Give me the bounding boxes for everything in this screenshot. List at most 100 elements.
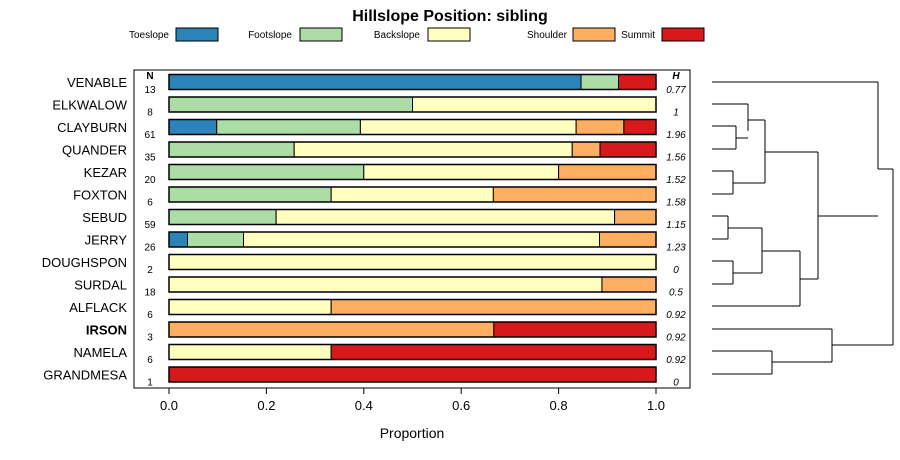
- bar-doughspon-backslope: [168, 254, 657, 270]
- bar-outline-jerry: [168, 231, 657, 248]
- bar-elkwalow-backslope: [412, 96, 657, 113]
- row-h-venable: 0.77: [666, 85, 686, 96]
- row-irson: IRSON 3 0.92: [86, 321, 686, 344]
- bar-clayburn-shoulder: [575, 119, 625, 135]
- legend-label-shoulder: Shoulder: [527, 30, 568, 41]
- bar-outline-kezar: [168, 163, 657, 181]
- row-foxton: FOXTON 6 1.58: [73, 186, 686, 209]
- row-h-doughspon: 0: [673, 265, 679, 276]
- n-column-header: N: [146, 71, 153, 82]
- bar-elkwalow-footslope: [168, 96, 413, 113]
- row-n-jerry: 26: [144, 243, 156, 254]
- bar-outline-grandmesa: [168, 366, 657, 383]
- bar-outline-alflack: [168, 298, 657, 316]
- bar-grandmesa-summit: [168, 366, 657, 383]
- bar-surdal-shoulder: [601, 276, 657, 293]
- bar-venable-footslope: [580, 74, 620, 90]
- row-surdal: SURDAL 18 0.5: [74, 276, 683, 299]
- bar-quander-footslope: [168, 141, 295, 158]
- x-axis-label: Proportion: [380, 425, 445, 441]
- row-n-surdal: 18: [144, 288, 156, 299]
- row-clayburn: CLAYBURN 61 1.96: [57, 118, 686, 141]
- row-n-namela: 6: [147, 355, 153, 366]
- bar-jerry-toeslope: [168, 231, 189, 248]
- x-tick-label: 0.2: [257, 398, 275, 413]
- row-n-elkwalow: 8: [147, 108, 153, 119]
- row-elkwalow: ELKWALOW 8 1: [52, 96, 679, 119]
- row-label-grandmesa: GRANDMESA: [43, 368, 127, 383]
- bar-outline-foxton: [168, 186, 657, 203]
- h-column-header: H: [672, 71, 680, 82]
- bar-clayburn-footslope: [216, 119, 361, 135]
- row-label-jerry: JERRY: [85, 233, 128, 248]
- row-venable: VENABLE 13 0.77: [67, 73, 686, 96]
- bar-quander-shoulder: [571, 141, 601, 158]
- row-n-doughspon: 2: [147, 265, 153, 276]
- row-h-elkwalow: 1: [673, 108, 679, 119]
- bar-outline-surdal: [168, 276, 657, 293]
- bar-outline-clayburn: [168, 118, 657, 136]
- bar-venable-summit: [618, 74, 657, 90]
- bar-irson-shoulder: [168, 321, 495, 338]
- bar-sebud-backslope: [275, 209, 616, 225]
- row-n-alflack: 6: [147, 310, 153, 321]
- row-h-jerry: 1.23: [666, 243, 686, 254]
- legend-swatch-toeslope: [175, 27, 219, 42]
- row-h-clayburn: 1.96: [666, 130, 686, 141]
- legend-swatch-backslope: [427, 27, 471, 42]
- row-h-namela: 0.92: [666, 355, 686, 366]
- bar-outline-quander: [168, 141, 657, 158]
- row-alflack: ALFLACK 6 0.92: [69, 298, 686, 321]
- bar-foxton-backslope: [330, 186, 494, 203]
- bar-outline-sebud: [168, 208, 657, 226]
- row-label-irson: IRSON: [86, 323, 127, 338]
- row-h-quander: 1.56: [666, 153, 686, 164]
- bar-kezar-footslope: [168, 164, 365, 180]
- row-doughspon: DOUGHSPON 2 0: [42, 253, 679, 276]
- row-label-foxton: FOXTON: [73, 188, 127, 203]
- row-label-namela: NAMELA: [74, 345, 128, 360]
- legend-label-footslope: Footslope: [248, 30, 292, 41]
- bar-venable-toeslope: [168, 74, 582, 90]
- bar-outline-irson: [168, 321, 657, 338]
- chart-title: Hillslope Position: sibling: [352, 8, 548, 25]
- x-axis: 0.0 0.2 0.4 0.6 0.8 1.0: [160, 388, 665, 413]
- row-n-venable: 13: [144, 85, 156, 96]
- row-quander: QUANDER 35 1.56: [62, 141, 686, 164]
- legend-label-backslope: Backslope: [374, 30, 421, 41]
- row-grandmesa: GRANDMESA 1 0: [43, 366, 679, 389]
- row-label-venable: VENABLE: [67, 75, 127, 90]
- bar-alflack-shoulder: [330, 299, 657, 315]
- row-n-irson: 3: [147, 333, 153, 344]
- row-h-grandmesa: 0: [673, 378, 679, 389]
- bar-jerry-backslope: [243, 231, 601, 248]
- bar-surdal-backslope: [168, 276, 603, 293]
- x-tick-label: 0.8: [550, 398, 568, 413]
- bar-outline-doughspon: [168, 253, 657, 271]
- legend: Toeslope Footslope Backslope Shoulder Summit: [129, 27, 705, 42]
- x-tick-label: 1.0: [647, 398, 665, 413]
- legend-swatch-footslope: [299, 27, 343, 42]
- row-sebud: SEBUD 59 1.15: [82, 208, 686, 231]
- row-kezar: KEZAR 20 1.52: [84, 163, 686, 186]
- bar-irson-summit: [493, 321, 657, 338]
- row-label-clayburn: CLAYBURN: [57, 120, 127, 135]
- bar-kezar-shoulder: [558, 164, 657, 180]
- bar-jerry-footslope: [187, 231, 245, 248]
- row-h-kezar: 1.52: [666, 175, 686, 186]
- bar-namela-summit: [330, 344, 657, 360]
- bar-outline-elkwalow: [168, 96, 657, 113]
- legend-label-summit: Summit: [621, 30, 655, 41]
- bar-quander-summit: [599, 141, 657, 158]
- dendrogram: [712, 81, 894, 375]
- row-n-sebud: 59: [144, 220, 156, 231]
- bar-namela-backslope: [168, 344, 332, 360]
- legend-swatch-summit: [661, 27, 705, 42]
- row-h-foxton: 1.58: [666, 198, 686, 209]
- row-h-irson: 0.92: [666, 333, 686, 344]
- bar-clayburn-summit: [623, 119, 657, 135]
- bar-foxton-footslope: [168, 186, 332, 203]
- row-n-clayburn: 61: [144, 130, 156, 141]
